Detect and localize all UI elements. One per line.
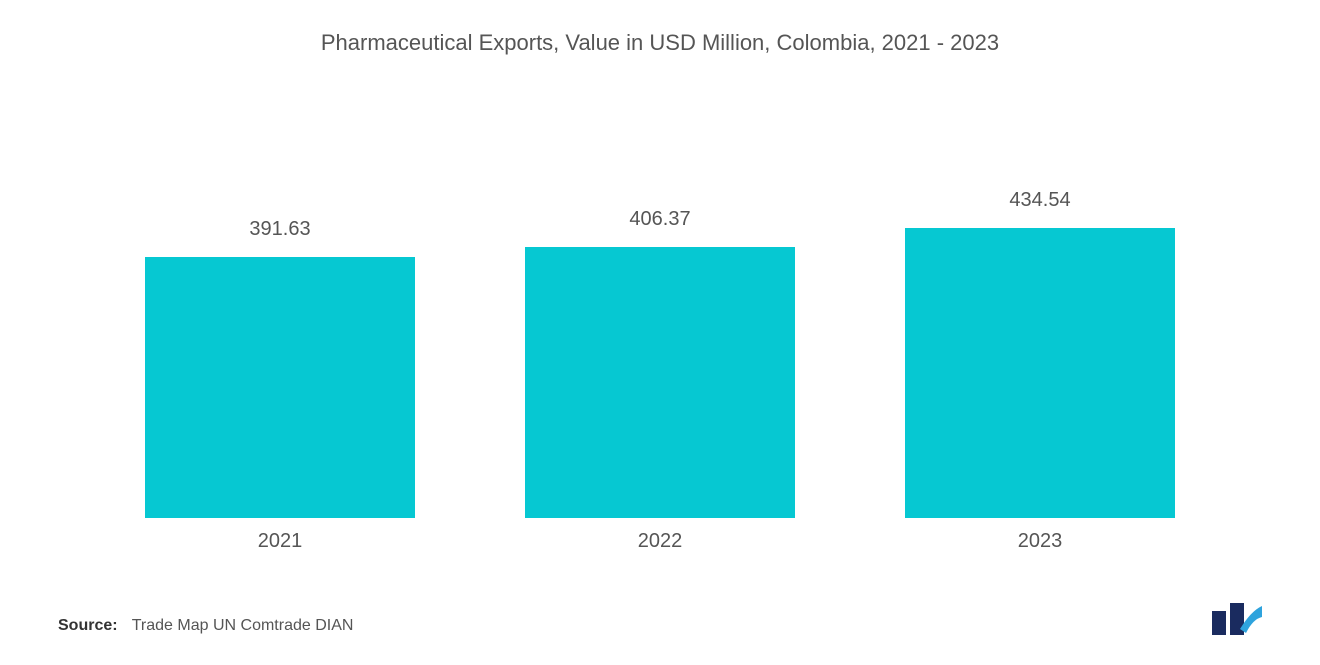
category-label-2: 2023	[1018, 530, 1063, 553]
brand-logo-icon	[1210, 603, 1262, 635]
plot-area: 391.63 2021 406.37 2022 434.54 2023	[50, 66, 1270, 553]
value-label-2: 434.54	[1009, 189, 1070, 212]
category-label-1: 2022	[638, 530, 683, 553]
logo-bar1	[1212, 611, 1226, 635]
category-label-0: 2021	[258, 530, 303, 553]
chart-footer: Source: Trade Map UN Comtrade DIAN	[50, 603, 1270, 635]
bar-group-1: 406.37 2022	[525, 146, 795, 553]
source-text: Trade Map UN Comtrade DIAN	[132, 617, 354, 634]
source-line: Source: Trade Map UN Comtrade DIAN	[58, 617, 353, 635]
chart-title: Pharmaceutical Exports, Value in USD Mil…	[50, 30, 1270, 56]
bar-1	[525, 247, 795, 518]
bar-group-0: 391.63 2021	[145, 146, 415, 553]
bar-group-2: 434.54 2023	[905, 146, 1175, 553]
bar-2	[905, 228, 1175, 518]
chart-container: Pharmaceutical Exports, Value in USD Mil…	[0, 0, 1320, 665]
value-label-1: 406.37	[629, 208, 690, 231]
bar-0	[145, 257, 415, 518]
value-label-0: 391.63	[249, 218, 310, 241]
source-label: Source:	[58, 617, 118, 634]
